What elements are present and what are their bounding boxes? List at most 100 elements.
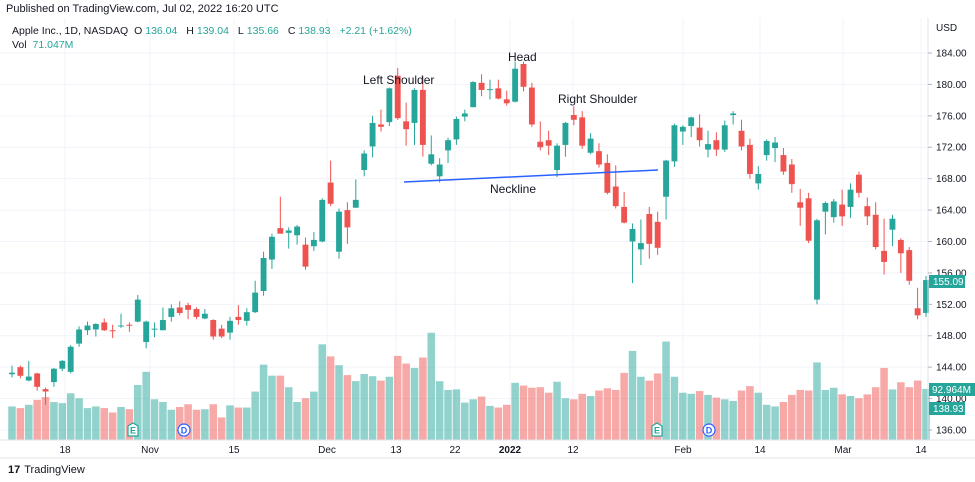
candle-body [445,140,451,151]
candle-body [160,320,166,331]
candle-body [545,140,552,146]
svg-text:E: E [654,426,660,436]
candle [579,111,586,149]
time-tick-label: Dec [318,445,336,456]
volume-bar [754,392,763,440]
volume-bar [251,391,259,440]
candle [864,197,871,226]
dividend-marker[interactable]: D [702,423,716,437]
time-axis[interactable]: 18 Nov 15 Dec 13 22 2022 12 Feb 14 Mar 14 [59,445,927,456]
tradingview-logo[interactable]: 17 TradingView [8,464,85,476]
volume-bar [360,374,368,440]
candle-body [897,239,904,254]
candle-body [143,321,150,343]
candle-body [34,373,41,387]
volume-bar [343,375,352,440]
candle [428,135,435,166]
published-caption: Published on TradingView.com, Jul 02, 20… [6,3,279,15]
candle-body [185,305,192,310]
candle [17,365,24,379]
earnings-marker[interactable]: E [127,422,139,437]
candle [889,214,896,247]
candle-body [319,199,326,242]
time-tick-label: Nov [141,445,159,456]
candle-body [336,211,342,252]
candle [528,82,535,127]
svg-text:155.09: 155.09 [933,277,964,288]
volume-bar [863,394,872,440]
candle-body [797,202,804,208]
volume-bar [796,389,804,440]
candle-body [92,323,99,330]
candle-body [453,118,460,140]
candle [830,199,837,223]
volume-bar [712,397,721,440]
price-tick-label: 152.00 [936,300,967,311]
candle [252,280,259,313]
price-tick-label: 144.00 [936,363,967,374]
candle [277,196,284,234]
time-tick-label: 12 [567,445,579,456]
candle [101,318,108,332]
candle-body [596,151,602,165]
candle-body [285,230,292,233]
candle-body [269,236,275,260]
time-tick-label: 14 [754,445,766,456]
price-tick-label: 140.00 [936,394,967,405]
candle-body [906,250,913,281]
candle [596,143,602,168]
candle-body [755,173,762,184]
volume-bar [536,387,545,440]
candle [34,372,41,391]
candle [788,159,795,193]
volume-bar [511,382,519,440]
volume-bar [268,375,276,440]
candle [487,79,493,100]
volume-value: 71.047M [32,39,74,51]
candle [126,322,133,332]
candle [319,198,326,243]
time-tick-label: 14 [915,445,927,456]
candle [562,122,569,157]
candle-body [327,182,334,204]
volume-bar [16,408,25,440]
candle-body [101,322,108,331]
svg-text:D: D [181,426,188,436]
close-value: 138.93 [298,25,331,37]
candle [210,319,217,340]
volume-bar [402,363,410,440]
candle-body [478,82,485,90]
candle-body [302,244,309,267]
candle-body [428,154,435,164]
price-tick-label: 156.00 [936,268,967,279]
price-axis[interactable]: 184.00 180.00 176.00 172.00 168.00 164.00 160.… [928,49,967,437]
candle-body [528,87,535,125]
candle [512,61,519,103]
candle [109,324,116,339]
grid [0,18,928,440]
candle [470,81,477,108]
candle-body [394,75,401,119]
earnings-marker[interactable]: E [651,422,663,437]
volume-bar [645,380,654,440]
candle-body [495,88,502,99]
candle-body [637,243,644,250]
symbol-name[interactable]: Apple Inc., 1D, NASDAQ [12,25,129,37]
svg-text:E: E [130,426,136,436]
candle-body [168,308,175,317]
annotation-left-shoulder: Left Shoulder [363,73,434,87]
candle [646,206,653,259]
candle [436,158,443,183]
volume-bar [888,389,897,440]
candle [84,321,91,335]
currency-label: USD [936,23,957,34]
volume-bar [829,387,838,440]
time-tick-label: 22 [449,445,461,456]
time-tick-label: Feb [674,445,692,456]
volume-bar [444,389,452,440]
volume-bar [310,391,318,440]
annotation-head: Head [508,50,537,64]
dividend-marker[interactable]: D [177,423,191,437]
candle-body [629,228,636,242]
